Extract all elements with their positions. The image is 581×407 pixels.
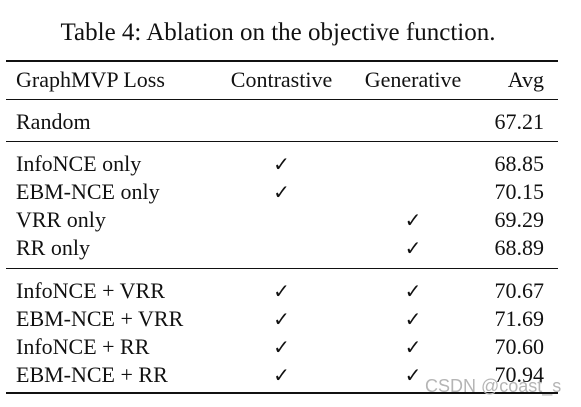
group-rule bbox=[6, 268, 558, 269]
check-icon: ✓ bbox=[404, 363, 422, 387]
check-icon: ✓ bbox=[273, 152, 290, 176]
row-avg: 70.15 bbox=[494, 179, 545, 204]
row-avg: 70.67 bbox=[494, 278, 545, 303]
check-icon: ✓ bbox=[404, 307, 422, 331]
check-icon: ✓ bbox=[273, 307, 290, 331]
check-icon: ✓ bbox=[404, 279, 422, 303]
header-rule bbox=[6, 99, 558, 100]
row-avg: 70.94 bbox=[494, 362, 545, 387]
watermark: CSDN @coast_s bbox=[425, 376, 562, 396]
row-loss: Random bbox=[16, 109, 91, 134]
row-loss: VRR only bbox=[16, 207, 106, 232]
group-rule bbox=[6, 141, 558, 142]
row-loss: InfoNCE only bbox=[16, 151, 142, 176]
header-loss: GraphMVP Loss bbox=[16, 67, 165, 92]
row-loss: RR only bbox=[16, 235, 90, 260]
row-avg: 67.21 bbox=[494, 109, 545, 134]
top-rule bbox=[6, 60, 558, 62]
check-icon: ✓ bbox=[273, 180, 290, 204]
row-loss: EBM-NCE only bbox=[16, 179, 160, 204]
header-generative: Generative bbox=[364, 67, 462, 92]
check-icon: ✓ bbox=[273, 335, 290, 359]
row-loss: EBM-NCE + VRR bbox=[16, 306, 184, 331]
bottom-rule bbox=[6, 392, 558, 394]
row-avg: 69.29 bbox=[494, 207, 545, 232]
row-loss: InfoNCE + RR bbox=[16, 334, 150, 359]
header-contrastive: Contrastive bbox=[230, 67, 333, 92]
check-icon: ✓ bbox=[273, 279, 290, 303]
check-icon: ✓ bbox=[404, 236, 422, 260]
check-icon: ✓ bbox=[404, 335, 422, 359]
table-caption: Table 4: Ablation on the objective funct… bbox=[60, 19, 496, 46]
header-avg: Avg bbox=[507, 67, 544, 92]
row-loss: InfoNCE + VRR bbox=[16, 278, 165, 303]
row-avg: 71.69 bbox=[494, 306, 545, 331]
row-avg: 68.89 bbox=[494, 235, 545, 260]
check-icon: ✓ bbox=[404, 208, 422, 232]
row-avg: 70.60 bbox=[494, 334, 545, 359]
row-loss: EBM-NCE + RR bbox=[16, 362, 168, 387]
row-avg: 68.85 bbox=[494, 151, 545, 176]
check-icon: ✓ bbox=[273, 363, 290, 387]
